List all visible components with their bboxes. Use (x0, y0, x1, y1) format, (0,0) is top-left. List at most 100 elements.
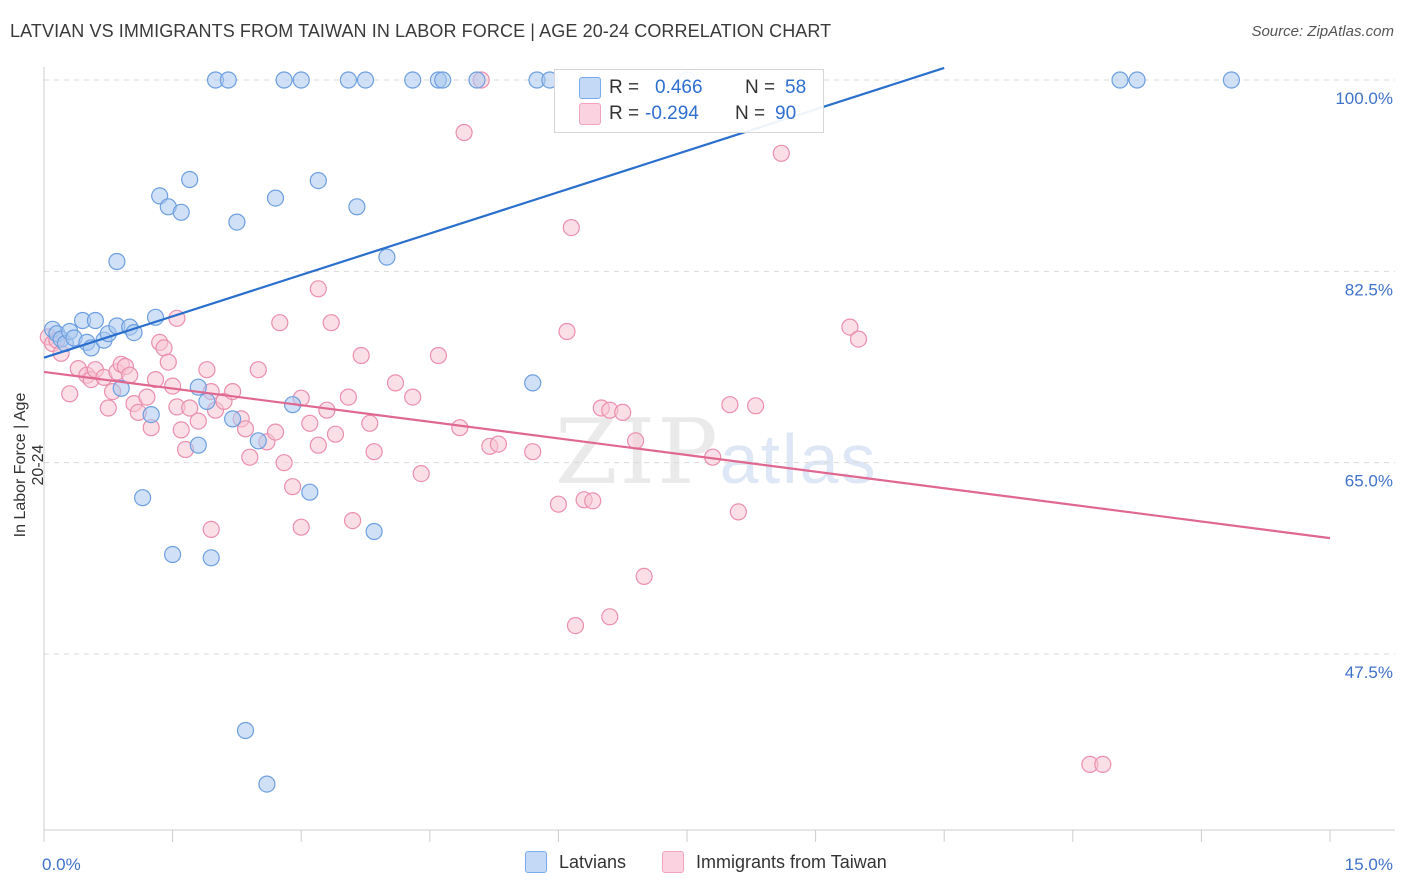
taiwan-point (849, 330, 868, 348)
latvian-point (249, 432, 267, 450)
taiwan-point (721, 396, 739, 414)
taiwan-point (301, 414, 319, 432)
series-legend-latvians: Latvians (525, 851, 626, 873)
legend-r-value: 0.466 (655, 77, 703, 98)
taiwan-point (236, 420, 255, 438)
taiwan-point (172, 421, 190, 439)
latvian-point (164, 545, 182, 564)
latvian-point (202, 549, 220, 567)
latvian-point (365, 522, 383, 541)
taiwan-point (386, 374, 405, 392)
taiwan-point (404, 388, 422, 406)
taiwan-point (412, 465, 430, 483)
taiwan-point (558, 322, 576, 341)
latvian-point (112, 379, 130, 397)
stats-legend: R = 0.466 N = 58 R = -0.294 N = 90 (554, 69, 824, 133)
taiwan-point (451, 419, 469, 437)
latvian-point (228, 213, 246, 231)
latvian-point (524, 374, 542, 392)
taiwan-point (155, 339, 173, 357)
taiwan-point (61, 385, 79, 403)
taiwan-point (202, 520, 220, 539)
taiwan-point (309, 436, 327, 454)
taiwan-trend-line (43, 370, 1331, 540)
taiwan-point (566, 616, 585, 635)
taiwan-point (326, 425, 345, 443)
taiwan-point (138, 388, 156, 406)
watermark-zip: ZIP (555, 400, 720, 505)
taiwan-point (164, 377, 182, 395)
latvian-point (224, 410, 242, 428)
y-tick-label: 65.0% (1345, 472, 1393, 491)
taiwan-point (455, 123, 473, 142)
taiwan-point (271, 314, 289, 332)
legend-r-label: R = (609, 103, 640, 124)
latvian-point (348, 198, 366, 216)
latvian-point (309, 172, 327, 190)
legend-swatch-taiwan (579, 103, 601, 125)
legend-r-label: R = (609, 77, 640, 98)
taiwan-point (181, 399, 199, 417)
legend-row-taiwan: R = -0.294 N = 90 (579, 101, 796, 127)
latvian-point (1222, 71, 1241, 89)
latvian-point (236, 721, 255, 740)
latvian-point (181, 170, 199, 189)
taiwan-point (266, 423, 285, 441)
taiwan-point (241, 448, 259, 466)
taiwan-point (361, 414, 379, 432)
legend-n-label: N = (745, 77, 776, 98)
latvian-point (301, 483, 319, 501)
legend-n-value: 58 (785, 77, 807, 98)
taiwan-point (365, 443, 383, 461)
taiwan-point (562, 219, 580, 237)
taiwan-point (275, 454, 293, 472)
x-tick-label: 15.0% (1345, 855, 1393, 874)
chart-title: LATVIAN VS IMMIGRANTS FROM TAIWAN IN LAB… (10, 21, 832, 41)
watermark: ZIPatlas (555, 400, 878, 505)
latvian-point (468, 71, 486, 89)
taiwan-point (339, 388, 357, 406)
latvian-point (275, 71, 293, 89)
watermark-atlas: atlas (719, 420, 878, 498)
y-tick-label: 82.5% (1345, 280, 1393, 299)
latvian-point (1128, 71, 1146, 89)
latvian-point (86, 311, 105, 330)
taiwan-point (322, 314, 340, 332)
source-credit: Source: ZipAtlas.com (1251, 23, 1394, 40)
latvian-point (339, 71, 357, 89)
latvian-point (292, 71, 310, 89)
taiwan-point (429, 346, 447, 365)
legend-r-value: -0.294 (645, 103, 699, 124)
taiwan-point (601, 608, 619, 626)
series-legend-label: Latvians (559, 851, 627, 872)
latvian-point (198, 392, 216, 410)
taiwan-point (549, 495, 568, 513)
taiwan-point (841, 318, 859, 336)
latvian-point (172, 203, 190, 221)
legend-row-latvians: R = 0.466 N = 58 (579, 75, 807, 101)
x-tick-label: 0.0% (42, 855, 81, 874)
taiwan-point (772, 144, 790, 162)
y-axis-label: In Labor Force | Age 20-24 (12, 392, 47, 538)
taiwan-point (159, 353, 177, 371)
series-swatch-taiwan (662, 851, 684, 873)
taiwan-point (729, 503, 748, 521)
taiwan-point (635, 567, 653, 586)
taiwan-point (489, 435, 507, 453)
taiwan-point (584, 492, 602, 510)
latvian-point (266, 189, 285, 207)
y-tick-label: 47.5% (1345, 663, 1393, 682)
latvian-point (258, 775, 276, 793)
taiwan-point (99, 399, 117, 417)
legend-n-label: N = (735, 103, 766, 124)
taiwan-point (198, 361, 216, 379)
latvian-point (142, 406, 160, 424)
latvian-point (1111, 71, 1129, 89)
series-legend-label: Immigrants from Taiwan (696, 851, 887, 872)
taiwan-point (292, 518, 310, 536)
latvian-point (434, 71, 452, 89)
taiwan-point (614, 403, 632, 421)
taiwan-point (146, 371, 165, 389)
series-swatch-latvians (525, 851, 547, 873)
